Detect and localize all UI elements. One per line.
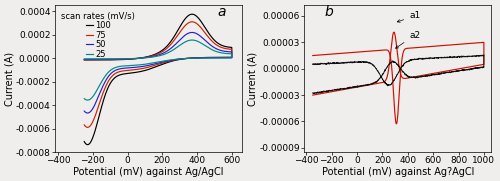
Y-axis label: Current (A): Current (A) [4, 52, 14, 106]
Y-axis label: Current (A): Current (A) [248, 52, 258, 106]
Text: a1: a1 [398, 11, 420, 22]
Text: b: b [324, 5, 334, 19]
Text: a2: a2 [396, 31, 420, 48]
X-axis label: Potential (mV) against Ag?AgCl: Potential (mV) against Ag?AgCl [322, 167, 474, 177]
Text: a: a [218, 5, 226, 19]
Legend: 100, 75, 50, 25: 100, 75, 50, 25 [60, 11, 136, 59]
X-axis label: Potential (mV) against Ag/AgCl: Potential (mV) against Ag/AgCl [73, 167, 224, 177]
